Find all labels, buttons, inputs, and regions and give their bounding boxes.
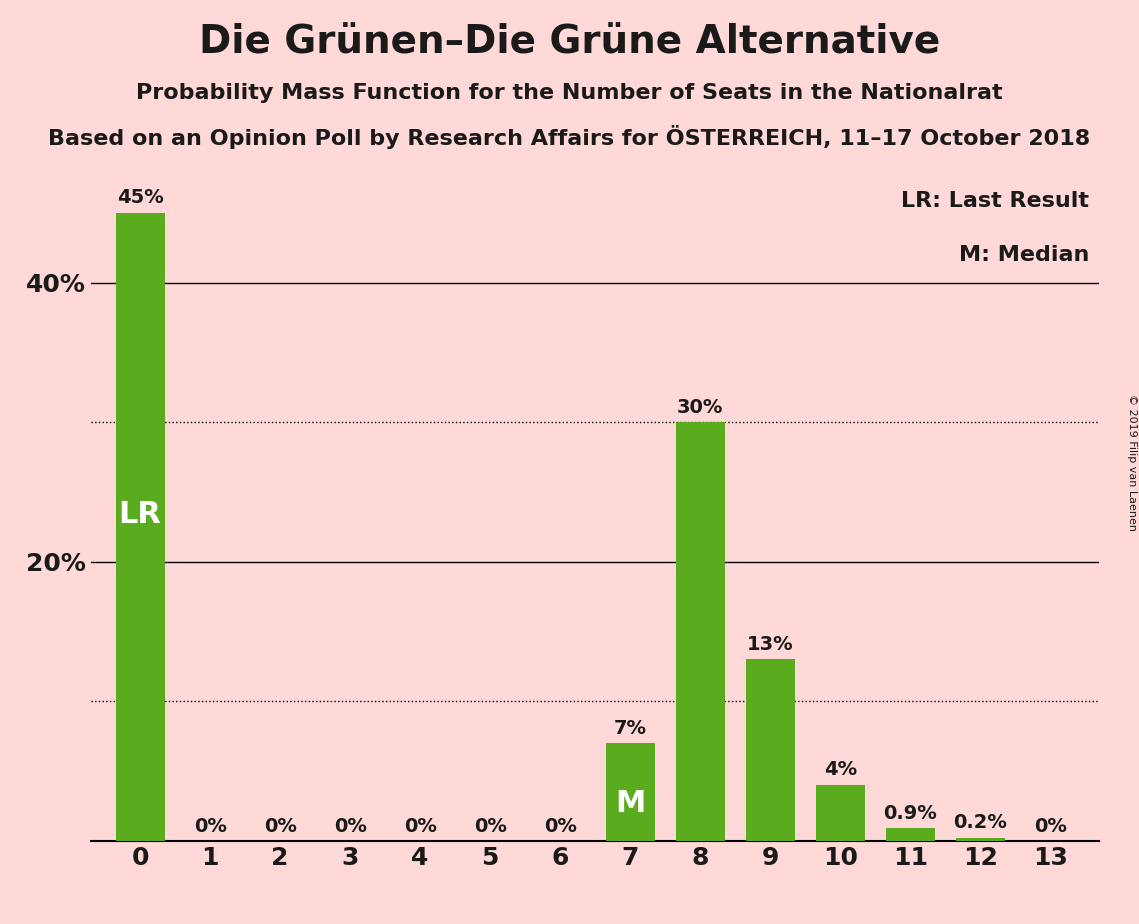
Text: 45%: 45%	[116, 188, 164, 207]
Bar	[816, 785, 865, 841]
Text: 0%: 0%	[474, 817, 507, 836]
Text: 0.9%: 0.9%	[883, 804, 937, 822]
Text: LR: Last Result: LR: Last Result	[901, 191, 1089, 211]
Text: 0%: 0%	[543, 817, 576, 836]
Text: © 2019 Filip van Laenen: © 2019 Filip van Laenen	[1126, 394, 1137, 530]
Bar	[606, 743, 655, 841]
Text: Based on an Opinion Poll by Research Affairs for ÖSTERREICH, 11–17 October 2018: Based on an Opinion Poll by Research Aff…	[48, 125, 1091, 149]
Bar	[675, 422, 724, 841]
Text: 30%: 30%	[677, 397, 723, 417]
Text: 7%: 7%	[614, 719, 647, 737]
Text: M: Median: M: Median	[959, 245, 1089, 264]
Text: 13%: 13%	[747, 635, 794, 654]
Bar	[886, 828, 935, 841]
Text: 0%: 0%	[1034, 817, 1066, 836]
Text: 4%: 4%	[823, 760, 857, 780]
Text: 0%: 0%	[403, 817, 436, 836]
Text: 0.2%: 0.2%	[953, 813, 1007, 833]
Text: 0%: 0%	[194, 817, 227, 836]
Text: LR: LR	[118, 500, 162, 529]
Bar	[116, 213, 165, 841]
Bar	[746, 660, 795, 841]
Text: Probability Mass Function for the Number of Seats in the Nationalrat: Probability Mass Function for the Number…	[137, 83, 1002, 103]
Bar	[956, 838, 1005, 841]
Text: 0%: 0%	[264, 817, 296, 836]
Text: 0%: 0%	[334, 817, 367, 836]
Text: M: M	[615, 789, 646, 819]
Text: Die Grünen–Die Grüne Alternative: Die Grünen–Die Grüne Alternative	[199, 23, 940, 61]
